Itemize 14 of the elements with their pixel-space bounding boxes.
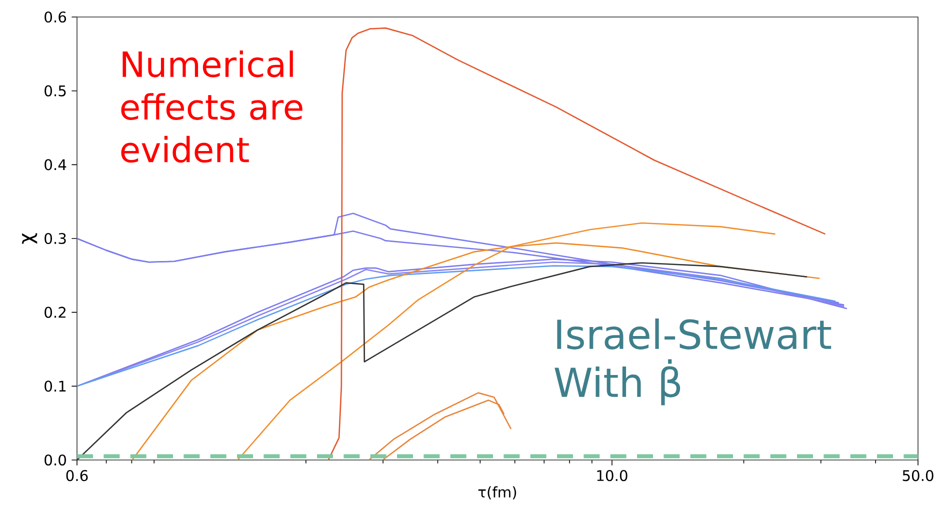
y-tick-label: 0.2 <box>44 306 66 318</box>
y-tick-label: 0.0 <box>44 454 66 466</box>
y-tick-label: 0.3 <box>44 232 66 244</box>
y-tick-label: 0.1 <box>44 380 66 392</box>
y-tick-label: 0.5 <box>44 85 66 96</box>
x-tick-label: 50.0 <box>902 470 934 482</box>
y-axis-title: χ <box>22 233 38 244</box>
x-tick-label: 10.0 <box>597 470 628 482</box>
x-tick-label: 0.6 <box>66 470 88 482</box>
y-tick-label: 0.4 <box>44 159 66 170</box>
annotation: Israel-Stewart With β̇ <box>554 318 832 406</box>
y-tick-label: 0.6 <box>44 11 66 23</box>
x-axis-title: τ(fm) <box>478 486 516 500</box>
annotation: Numerical effects are evident <box>121 50 302 163</box>
